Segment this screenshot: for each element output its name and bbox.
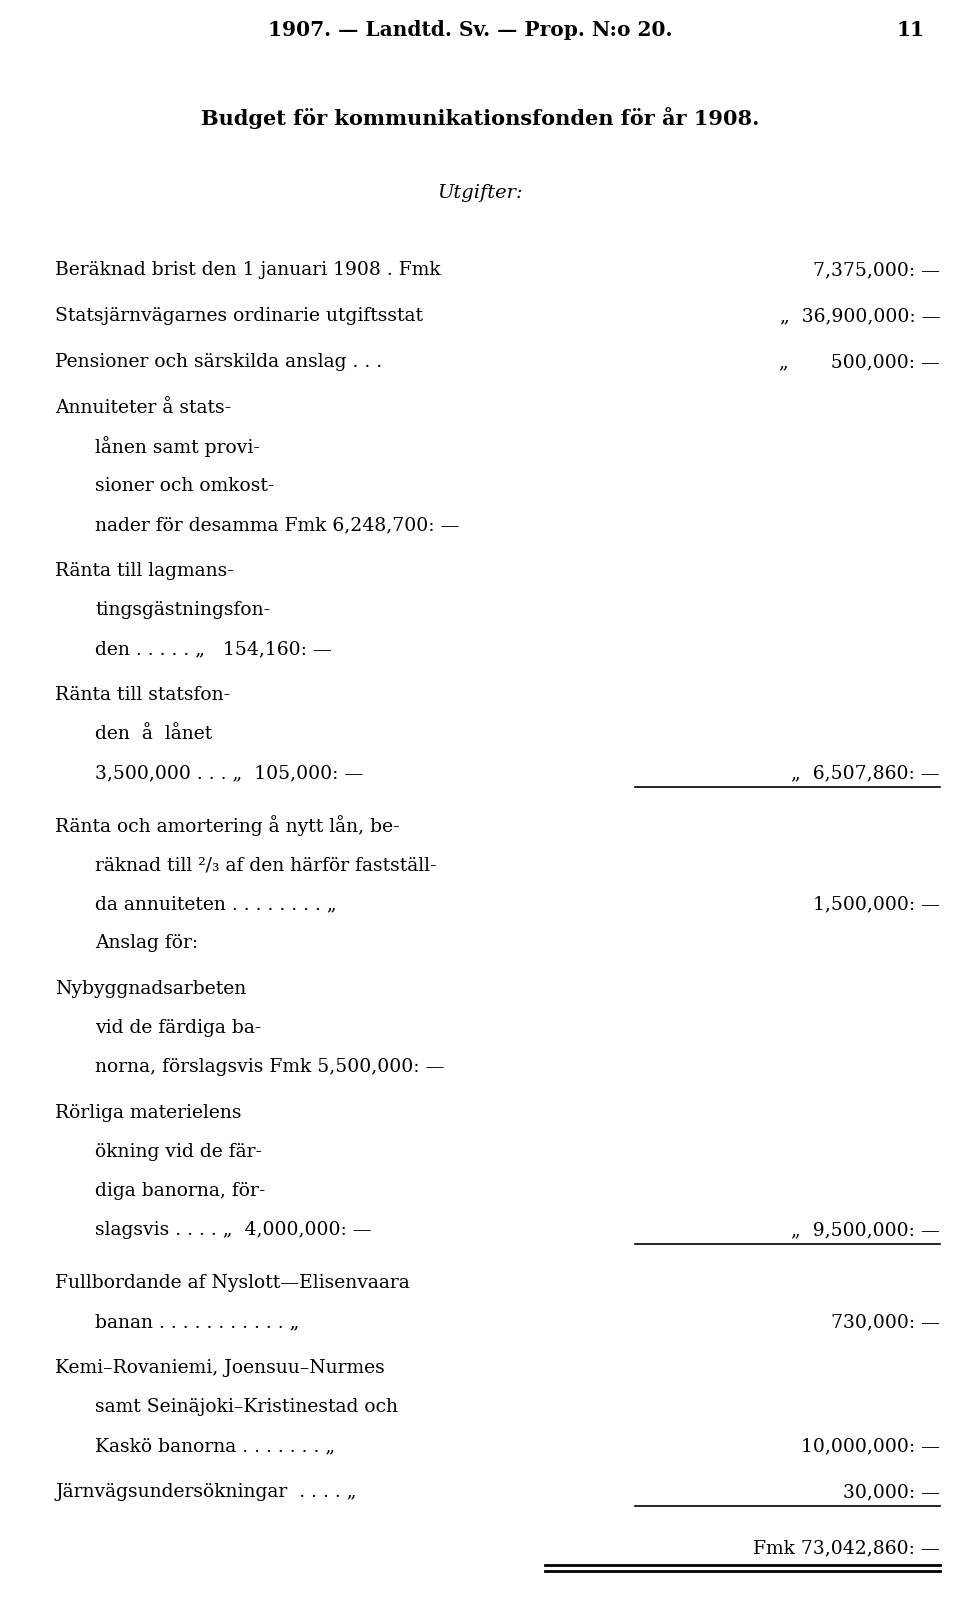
Text: Nybyggnadsarbeten: Nybyggnadsarbeten <box>55 980 247 997</box>
Text: ökning vid de fär-: ökning vid de fär- <box>95 1143 262 1160</box>
Text: Ränta till statsfon-: Ränta till statsfon- <box>55 686 230 704</box>
Text: Annuiteter å stats-: Annuiteter å stats- <box>55 399 231 416</box>
Text: Budget för kommunikationsfonden för år 1908.: Budget för kommunikationsfonden för år 1… <box>201 107 759 129</box>
Text: Järnvägsundersökningar  . . . . „: Järnvägsundersökningar . . . . „ <box>55 1482 356 1499</box>
Text: 30,000: —: 30,000: — <box>843 1482 940 1499</box>
Text: 3,500,000 . . . „  105,000: —: 3,500,000 . . . „ 105,000: — <box>95 763 363 781</box>
Text: 7,375,000: —: 7,375,000: — <box>813 261 940 279</box>
Text: da annuiteten . . . . . . . . „: da annuiteten . . . . . . . . „ <box>95 894 337 912</box>
Text: norna, förslagsvis Fmk 5,500,000: —: norna, förslagsvis Fmk 5,500,000: — <box>95 1057 444 1075</box>
Text: Kaskö banorna . . . . . . . „: Kaskö banorna . . . . . . . „ <box>95 1436 335 1454</box>
Text: vid de färdiga ba-: vid de färdiga ba- <box>95 1018 261 1036</box>
Text: den  å  lånet: den å lånet <box>95 725 212 742</box>
Text: 1,500,000: —: 1,500,000: — <box>813 894 940 912</box>
Text: den . . . . . „   154,160: —: den . . . . . „ 154,160: — <box>95 639 332 657</box>
Text: Beräknad brist den 1 januari 1908 . Fmk: Beräknad brist den 1 januari 1908 . Fmk <box>55 261 441 279</box>
Text: „       500,000: —: „ 500,000: — <box>780 353 940 371</box>
Text: Anslag för:: Anslag för: <box>95 933 198 951</box>
Text: Kemi–Rovaniemi, Joensuu–Nurmes: Kemi–Rovaniemi, Joensuu–Nurmes <box>55 1357 385 1377</box>
Text: Pensioner och särskilda anslag . . .: Pensioner och särskilda anslag . . . <box>55 353 382 371</box>
Text: 10,000,000: —: 10,000,000: — <box>801 1436 940 1454</box>
Text: tingsgästningsfon-: tingsgästningsfon- <box>95 600 270 618</box>
Text: Utgifter:: Utgifter: <box>437 184 523 202</box>
Text: „  9,500,000: —: „ 9,500,000: — <box>791 1220 940 1238</box>
Text: 1907. — Landtd. Sv. — Prop. N:o 20.: 1907. — Landtd. Sv. — Prop. N:o 20. <box>268 19 672 40</box>
Text: banan . . . . . . . . . . . „: banan . . . . . . . . . . . „ <box>95 1312 300 1330</box>
Text: 11: 11 <box>897 19 925 40</box>
Text: diga banorna, för-: diga banorna, för- <box>95 1181 265 1199</box>
Text: räknad till ²/₃ af den härför fastställ-: räknad till ²/₃ af den härför fastställ- <box>95 855 437 873</box>
Text: lånen samt provi-: lånen samt provi- <box>95 436 260 457</box>
Text: sioner och omkost-: sioner och omkost- <box>95 476 275 495</box>
Text: Fullbordande af Nyslott—Elisenvaara: Fullbordande af Nyslott—Elisenvaara <box>55 1273 410 1291</box>
Text: „  6,507,860: —: „ 6,507,860: — <box>791 763 940 781</box>
Text: Rörliga materielens: Rörliga materielens <box>55 1104 242 1122</box>
Text: Ränta till lagmans-: Ränta till lagmans- <box>55 562 233 579</box>
Text: Ränta och amortering å nytt lån, be-: Ränta och amortering å nytt lån, be- <box>55 815 399 836</box>
Text: samt Seinäjoki–Kristinestad och: samt Seinäjoki–Kristinestad och <box>95 1398 398 1415</box>
Text: 730,000: —: 730,000: — <box>831 1312 940 1330</box>
Text: nader för desamma Fmk 6,248,700: —: nader för desamma Fmk 6,248,700: — <box>95 516 460 534</box>
Text: slagsvis . . . . „  4,000,000: —: slagsvis . . . . „ 4,000,000: — <box>95 1220 372 1238</box>
Text: „  36,900,000: —: „ 36,900,000: — <box>780 307 940 324</box>
Text: Fmk 73,042,860: —: Fmk 73,042,860: — <box>754 1538 940 1556</box>
Text: Statsjärnvägarnes ordinarie utgiftsstat: Statsjärnvägarnes ordinarie utgiftsstat <box>55 307 423 324</box>
